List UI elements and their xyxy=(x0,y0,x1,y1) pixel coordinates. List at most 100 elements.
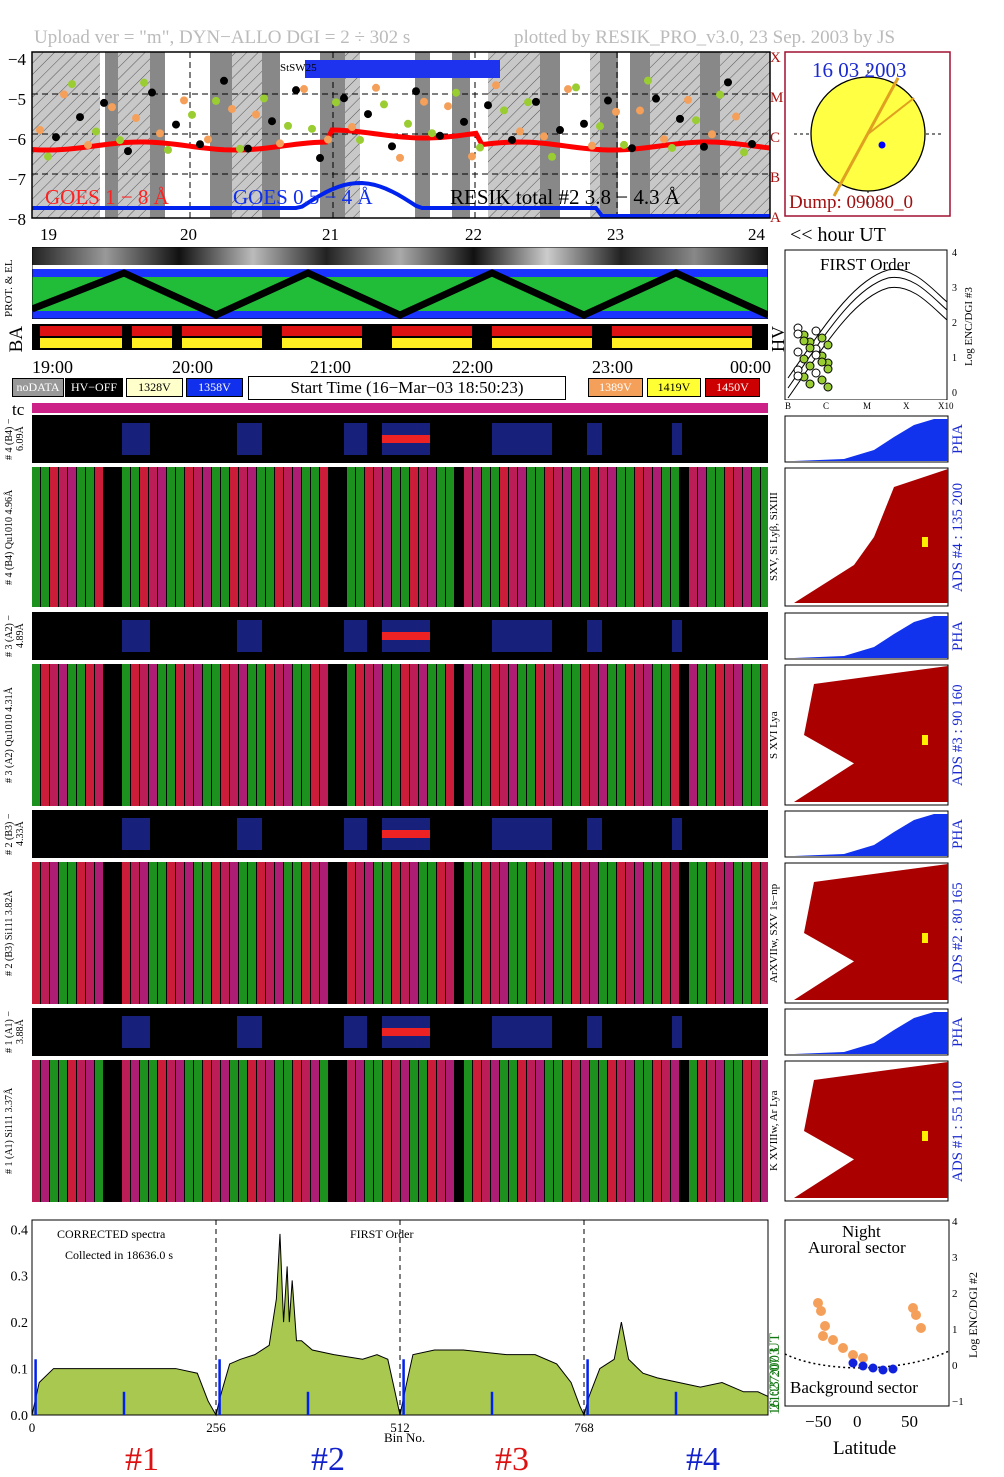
lat-ytick: 3 xyxy=(952,1252,958,1264)
latitude-plot xyxy=(784,1219,950,1407)
ads-right-label: ADS #3 : 90 160 xyxy=(950,684,966,786)
ads-label: # 1 (A1) Si111 3.37Å xyxy=(4,1087,15,1175)
fo-xtick: C xyxy=(823,401,830,411)
ads-label: # 4 (B4) Qu1010 4.96Å xyxy=(4,489,15,585)
time-tick: 23:00 xyxy=(592,357,634,377)
time-tick: 21:00 xyxy=(310,357,352,377)
channel-label: #4 xyxy=(686,1441,720,1477)
goes-label-red: GOES 1 − 8 Å xyxy=(45,185,169,209)
latitude-title-2: Auroral sector xyxy=(808,1238,906,1257)
lat-xtick: 50 xyxy=(901,1412,918,1431)
prot-el-strip xyxy=(32,247,768,319)
pha-hist xyxy=(784,810,949,858)
time-tick: 22:00 xyxy=(452,357,494,377)
legend-nodata: noDATA xyxy=(12,378,64,397)
channel-label: #1 xyxy=(125,1441,159,1477)
header-right: plotted by RESIK_PRO_v3.0, 23 Sep. 2003 … xyxy=(514,27,896,48)
goes-plot xyxy=(31,51,771,219)
hour-tick: 22 xyxy=(465,225,482,244)
ads-strip xyxy=(32,467,768,607)
channel-label: #2 xyxy=(311,1441,345,1477)
latitude-ylabel: Log ENC/DGI #2 xyxy=(966,1272,980,1358)
hour-tick: 23 xyxy=(607,225,624,244)
ba-label: BA xyxy=(6,326,27,353)
fo-xtick: X xyxy=(903,401,910,411)
ads-label: # 3 (A2) Qu1010 4.31Å xyxy=(4,687,15,783)
pha-label: # 3 (A2) − 4.89Å xyxy=(4,614,26,658)
legend-1419v: 1419V xyxy=(647,378,701,397)
ads-label: # 2 (B3) Si111 3.82Å xyxy=(4,890,15,976)
prot-label: PROT. & EL xyxy=(3,259,15,317)
line-label: SXV, Si Lyβ, SiXIII xyxy=(768,492,780,582)
fo-ytick: 2 xyxy=(952,318,957,329)
lat-ytick: 2 xyxy=(952,1288,958,1300)
pha-right-label: PHA xyxy=(950,621,966,652)
time-tick: 20:00 xyxy=(172,357,214,377)
fo-ytick: 1 xyxy=(952,353,957,364)
start-time: Start Time (16−Mar−03 18:50:23) xyxy=(248,376,566,400)
line-label: K XVIIIw, Ar Lya xyxy=(768,1090,780,1172)
legend-1328v: 1328V xyxy=(126,378,183,397)
pha-label: # 1 (A1) − 3.88Å xyxy=(4,1010,26,1054)
ads-right-label: ADS #2 : 80 165 xyxy=(950,882,966,984)
line-label: S XVI Lya xyxy=(768,711,780,759)
pha-right-label: PHA xyxy=(950,424,966,455)
stsw-box xyxy=(305,60,500,78)
spectrum-ytick: 0.2 xyxy=(11,1316,29,1331)
stsw-label: StSW25 xyxy=(280,62,317,74)
latitude-bottom: Background sector xyxy=(790,1378,918,1397)
fo-ytick: 3 xyxy=(952,283,957,294)
first-order-ylabel: Log ENC/DGI #3 xyxy=(963,287,975,367)
hour-ut-label: << hour UT xyxy=(790,224,886,246)
channel-label: #3 xyxy=(495,1441,529,1477)
lat-ytick: 1 xyxy=(952,1324,958,1336)
first-order-plot xyxy=(784,249,948,400)
ads-hist xyxy=(784,1060,949,1202)
goes-ytick: −5 xyxy=(7,90,26,109)
pha-strip xyxy=(32,612,768,660)
sun-disk xyxy=(784,51,951,217)
latitude-xlabel: Latitude xyxy=(833,1438,897,1459)
tc-label: tc xyxy=(12,400,25,419)
ads-hist xyxy=(784,862,949,1004)
spectrum-xtick: 768 xyxy=(574,1420,594,1435)
line-label: ArXVIIw, SXV 1s−np xyxy=(768,883,780,983)
pha-right-label: PHA xyxy=(950,819,966,850)
goes-label-black: RESIK total #2 3.8 − 4.3 Å xyxy=(450,185,681,209)
spectrum-xtick: 512 xyxy=(390,1420,410,1435)
ads-right-label: ADS #4 : 135 200 xyxy=(950,482,966,592)
tc-bar xyxy=(32,403,768,413)
goes-label-blue: GOES 0.5 − 4 Å xyxy=(233,185,373,209)
ads-hist xyxy=(784,664,949,806)
hour-tick: 24 xyxy=(748,225,765,244)
ads-right-label: ADS #1 : 55 110 xyxy=(950,1080,966,1182)
spectrum-ytick: 0.3 xyxy=(11,1270,29,1285)
fo-xtick: M xyxy=(863,401,872,411)
first-order-title: FIRST Order xyxy=(820,255,910,274)
fo-xtick: X10 xyxy=(938,401,954,411)
ads-strip xyxy=(32,664,768,806)
lat-xtick: −50 xyxy=(805,1412,832,1431)
hour-tick: 20 xyxy=(180,225,197,244)
lat-xtick: 0 xyxy=(853,1412,862,1431)
time-tick: 19:00 xyxy=(32,357,74,377)
dump-label: Dump: 09080_0 xyxy=(789,192,914,213)
fo-xtick: B xyxy=(785,401,792,411)
spectrum-xlabel: Bin No. xyxy=(384,1430,426,1445)
goes-ytick: −6 xyxy=(7,130,26,149)
goes-ytick: −4 xyxy=(7,50,26,69)
hour-tick: 19 xyxy=(40,225,57,244)
class-letter: M xyxy=(770,90,784,106)
spectrum-annotation-1: CORRECTED spectra xyxy=(57,1227,166,1241)
ba-strip xyxy=(32,324,768,350)
spectrum-xtick: 0 xyxy=(29,1420,36,1435)
legend-1358v: 1358V xyxy=(186,378,243,397)
lat-ytick: 0 xyxy=(952,1360,958,1372)
lat-ytick: 4 xyxy=(952,1216,958,1228)
pha-hist xyxy=(784,1008,949,1056)
fo-ytick: 0 xyxy=(952,388,957,399)
fo-ytick: 4 xyxy=(952,248,957,259)
class-letter: C xyxy=(770,130,781,146)
goes-ytick: −8 xyxy=(7,210,26,229)
legend-hvoff: HV−OFF xyxy=(65,378,123,397)
